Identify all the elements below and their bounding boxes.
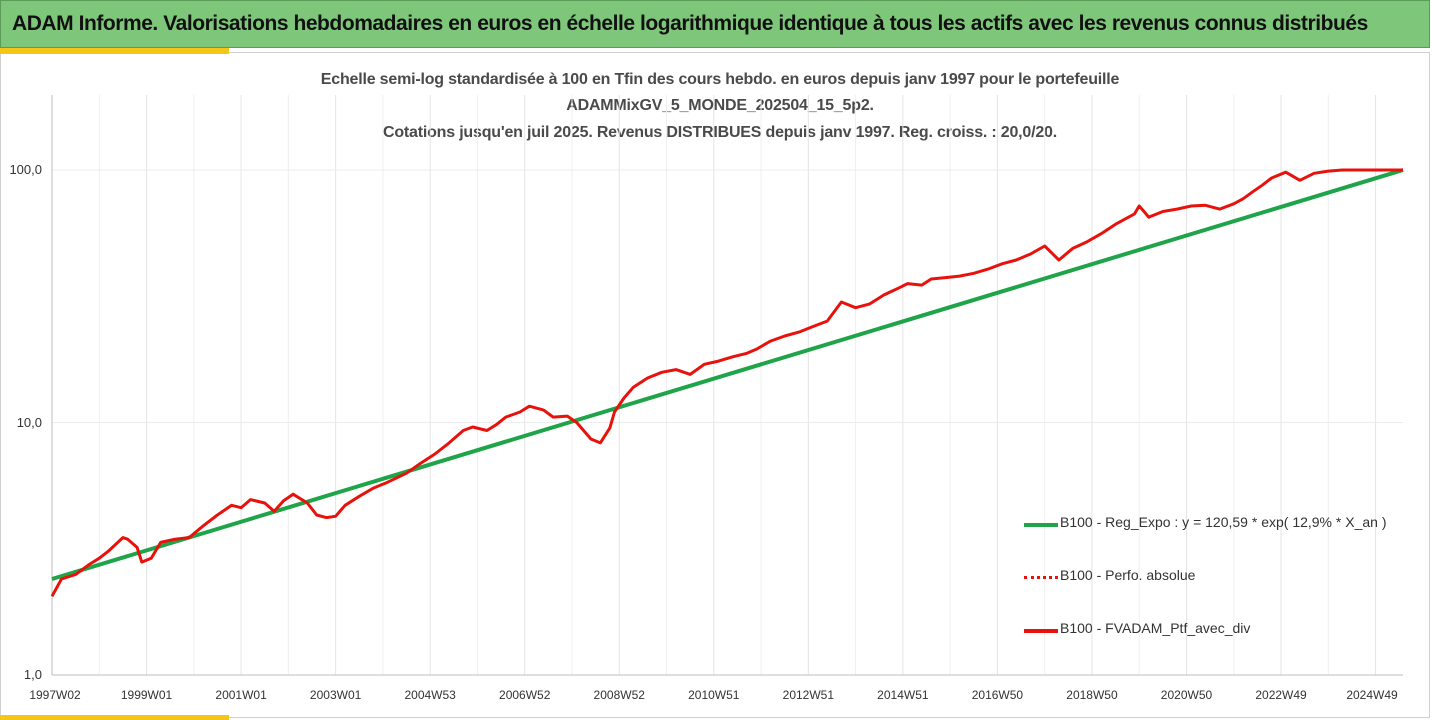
chart-frame [0, 52, 1430, 718]
x-tick-label: 2008W52 [593, 688, 645, 702]
legend-label: B100 - Perfo. absolue [1060, 567, 1196, 583]
chart-title-line-3: Cotations jusqu'en juil 2025. Revenus DI… [382, 124, 1058, 141]
x-tick-label: 2016W50 [971, 688, 1024, 702]
series-lines [50, 168, 1404, 598]
x-tick-label: 2012W51 [782, 688, 835, 702]
x-tick-label: 2014W51 [877, 688, 929, 702]
x-tick-label: 2018W50 [1066, 688, 1118, 702]
legend-swatch-portfolio [1024, 629, 1058, 633]
portfolio-line [50, 168, 1403, 598]
y-tick-label: 1,0 [23, 667, 42, 682]
x-tick-label: 2001W01 [215, 688, 267, 702]
header-banner: ADAM Informe. Valorisations hebdomadaire… [0, 0, 1430, 48]
legend-label: B100 - FVADAM_Ptf_avec_div [1060, 620, 1251, 636]
x-tick-label: 1997W02 [29, 688, 81, 702]
x-tick-label: 1999W01 [120, 688, 173, 702]
y-tick-label: 10,0 [16, 415, 42, 430]
x-tick-label: 2003W01 [309, 688, 362, 702]
page-title: ADAM Informe. Valorisations hebdomadaire… [12, 12, 1368, 35]
accent-bar-bottom [0, 715, 229, 720]
regression-line [51, 168, 1404, 581]
chart-title-line-1: Echelle semi-log standardisée à 100 en T… [320, 71, 1120, 88]
legend-swatch-perfo [1024, 576, 1058, 579]
legend-label: B100 - Reg_Expo : y = 120,59 * exp( 12,9… [1060, 514, 1387, 530]
accent-bar-top [0, 48, 229, 54]
x-tick-label: 2022W49 [1255, 688, 1307, 702]
x-tick-label: 2020W50 [1160, 688, 1213, 702]
chart-title-line-2: ADAMMixGV_5_MONDE_202504_15_5p2. [566, 97, 874, 114]
x-tick-label: 2006W52 [499, 688, 551, 702]
x-tick-label: 2004W53 [404, 688, 456, 702]
x-tick-label: 2024W49 [1346, 688, 1398, 702]
grid-lines [51, 95, 1403, 676]
y-tick-label: 100,0 [9, 162, 42, 177]
legend-swatch-regression [1024, 523, 1058, 527]
x-tick-label: 2010W51 [688, 688, 740, 702]
